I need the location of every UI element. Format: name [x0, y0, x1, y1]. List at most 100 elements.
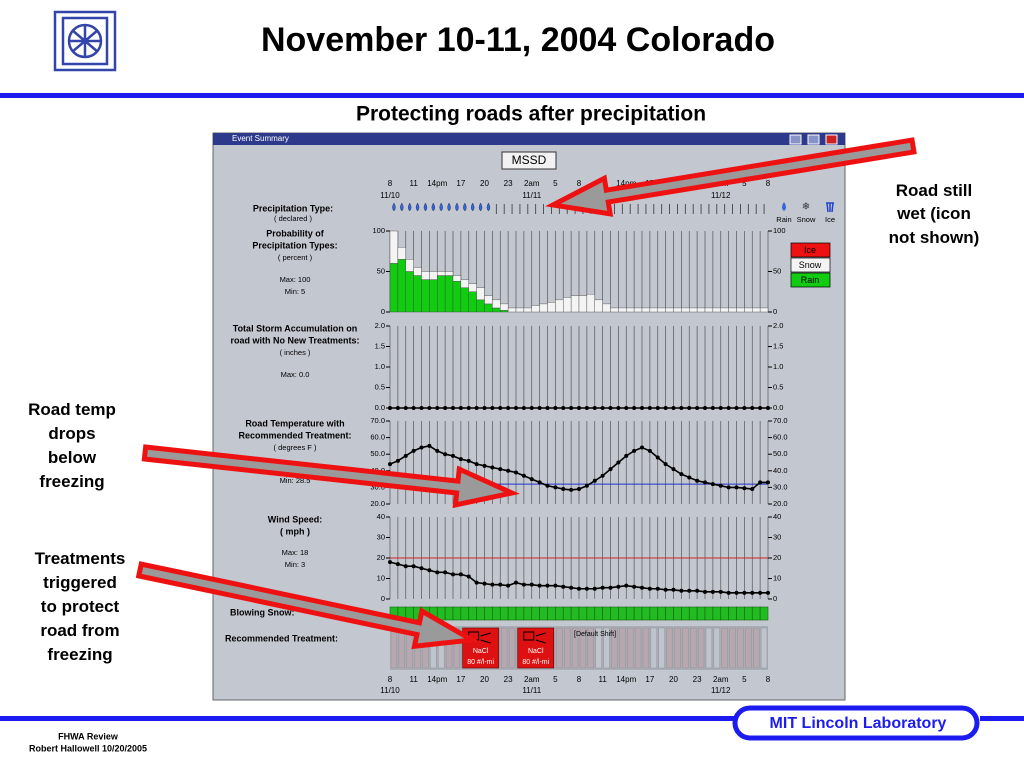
point — [490, 582, 495, 587]
point — [458, 406, 463, 410]
bar — [397, 259, 406, 313]
bar — [460, 287, 469, 313]
bar — [429, 271, 438, 280]
treatment-cell — [705, 627, 713, 669]
date-label: 11/10 — [380, 686, 400, 695]
treatment-cell — [579, 627, 587, 669]
footer-rule — [0, 716, 735, 721]
y-tick-label: 100 — [372, 226, 385, 235]
time-label: 11 — [409, 179, 418, 188]
y-tick-label: 70.0 — [370, 416, 385, 425]
point — [419, 406, 424, 410]
blowing-snow-cell — [704, 606, 714, 621]
point — [395, 562, 400, 567]
date-label: 11/11 — [522, 191, 541, 200]
y-tick-label: 20.0 — [370, 499, 385, 508]
point — [553, 583, 558, 588]
time-label: 11 — [409, 675, 418, 684]
point — [600, 473, 605, 478]
point — [758, 480, 763, 485]
bar — [507, 307, 517, 313]
legend-icon-label: Ice — [825, 215, 835, 224]
time-label: 20 — [480, 179, 489, 188]
treatment-rate: 80 #/l-mi — [522, 659, 549, 666]
bar — [492, 299, 501, 309]
treatment-cell — [682, 627, 689, 669]
y-tick-label: 0 — [773, 594, 777, 603]
point — [647, 406, 652, 410]
point — [632, 584, 637, 589]
minimize-button[interactable] — [789, 134, 802, 145]
point — [624, 406, 629, 410]
treatment-cell — [658, 627, 665, 669]
time-label: 20 — [669, 675, 678, 684]
point — [458, 457, 463, 462]
point — [726, 485, 731, 490]
point — [616, 460, 621, 465]
bar — [413, 267, 422, 276]
bar — [752, 307, 761, 313]
bar — [681, 307, 690, 313]
y-tick-label: 0.0 — [773, 403, 783, 412]
point — [734, 406, 739, 410]
point — [671, 406, 676, 410]
point — [569, 406, 574, 410]
panel-label: ( degrees F ) — [274, 443, 317, 452]
blowing-snow-cell — [586, 606, 596, 621]
close-button[interactable] — [825, 134, 838, 145]
bar — [649, 307, 658, 313]
treatment-cell — [390, 627, 398, 669]
point — [592, 586, 597, 591]
y-tick-label: 1.0 — [375, 362, 385, 371]
blowing-snow-cell — [751, 606, 761, 621]
panel-label: Max: 100 — [280, 275, 311, 284]
treatment-cell — [697, 627, 705, 669]
point — [474, 580, 479, 585]
time-label: 5 — [553, 179, 558, 188]
point — [561, 584, 566, 589]
point — [521, 473, 526, 478]
treatment-cell — [729, 627, 736, 669]
bar — [720, 307, 729, 313]
y-tick-label: 40.0 — [773, 466, 788, 475]
date-label: 11/12 — [711, 686, 731, 695]
date-label: 11/10 — [380, 191, 400, 200]
y-tick-label: 0 — [381, 594, 385, 603]
point — [545, 483, 550, 488]
maximize-button[interactable] — [807, 134, 820, 145]
point — [577, 586, 581, 591]
y-tick-label: 1.5 — [773, 341, 783, 350]
y-tick-label: 60.0 — [370, 433, 385, 442]
time-label: 2am — [713, 675, 729, 684]
time-label: 17 — [645, 675, 654, 684]
bar — [484, 303, 493, 313]
point — [608, 467, 613, 472]
point — [600, 585, 605, 590]
bar — [452, 281, 462, 313]
blowing-snow-cell — [759, 606, 769, 621]
time-label: 8 — [766, 675, 771, 684]
point — [411, 406, 416, 410]
point — [490, 406, 495, 410]
blowing-snow-cell — [515, 606, 525, 621]
point — [703, 480, 707, 485]
y-tick-label: 20 — [773, 553, 781, 562]
point — [734, 590, 739, 595]
time-label: 14pm — [427, 179, 447, 188]
panel-label: Road Temperature with — [245, 418, 344, 428]
bar — [586, 293, 595, 313]
point — [529, 477, 534, 482]
point — [521, 406, 526, 410]
panel-label: Max: 18 — [282, 548, 309, 557]
point — [443, 570, 448, 575]
date-label: 11/11 — [522, 686, 541, 695]
point — [718, 589, 723, 594]
blowing-snow-cell — [633, 606, 643, 621]
panel-label: Wind Speed: — [268, 514, 322, 524]
station-button[interactable] — [501, 151, 557, 170]
treatment-cell — [642, 627, 650, 669]
point — [451, 453, 455, 458]
point — [663, 587, 668, 592]
point — [466, 458, 471, 463]
